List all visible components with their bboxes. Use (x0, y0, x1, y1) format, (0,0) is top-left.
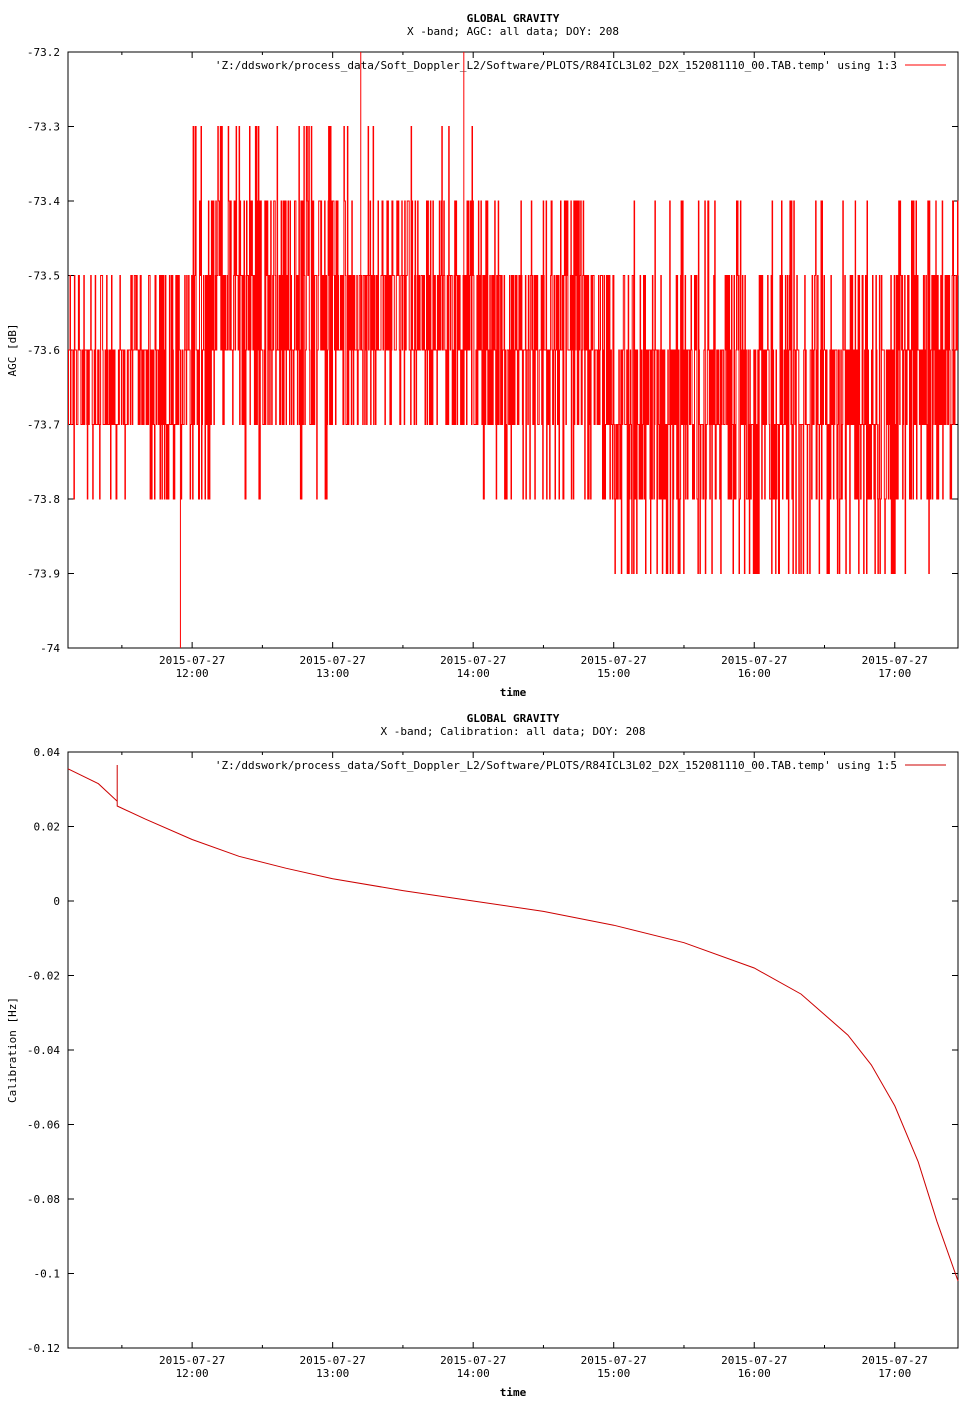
x-axis-label: time (500, 1386, 527, 1399)
y-tick-label: -73.2 (27, 46, 60, 59)
x-tick-date-label: 2015-07-27 (300, 654, 366, 667)
x-tick-time-label: 14:00 (457, 1367, 490, 1380)
series-line (67, 765, 959, 1282)
y-tick-label: -0.12 (27, 1342, 60, 1355)
chart-subtitle: X -band; Calibration: all data; DOY: 208 (381, 725, 646, 738)
x-tick-date-label: 2015-07-27 (581, 1354, 647, 1367)
x-tick-time-label: 17:00 (878, 1367, 911, 1380)
y-tick-label: -73.8 (27, 493, 60, 506)
y-tick-label: 0 (53, 895, 60, 908)
y-tick-label: -0.1 (34, 1268, 61, 1281)
y-tick-label: -0.02 (27, 970, 60, 983)
plot-frame (67, 751, 959, 1349)
x-tick-time-label: 14:00 (457, 667, 490, 680)
x-tick-time-label: 16:00 (738, 667, 771, 680)
x-tick-time-label: 15:00 (597, 667, 630, 680)
x-tick-time-label: 13:00 (316, 667, 349, 680)
y-tick-label: -0.06 (27, 1119, 60, 1132)
x-tick-date-label: 2015-07-27 (862, 1354, 928, 1367)
y-tick-label: -73.4 (27, 195, 60, 208)
chart-subtitle: X -band; AGC: all data; DOY: 208 (407, 25, 619, 38)
x-tick-time-label: 13:00 (316, 1367, 349, 1380)
x-tick-time-label: 12:00 (176, 667, 209, 680)
y-tick-label: -73.3 (27, 121, 60, 134)
y-tick-label: -0.04 (27, 1044, 60, 1057)
x-tick-date-label: 2015-07-27 (440, 654, 506, 667)
legend-label: 'Z:/ddswork/process_data/Soft_Doppler_L2… (215, 759, 897, 772)
y-tick-label: -73.9 (27, 568, 60, 581)
y-axis-label: AGC [dB] (6, 324, 19, 377)
chart-title: GLOBAL GRAVITY (467, 12, 560, 25)
y-axis-label: Calibration [Hz] (6, 997, 19, 1103)
y-tick-label: -74 (40, 642, 60, 655)
x-tick-time-label: 15:00 (597, 1367, 630, 1380)
y-tick-label: 0.02 (34, 821, 61, 834)
series-line (68, 126, 959, 574)
x-tick-date-label: 2015-07-27 (721, 1354, 787, 1367)
x-tick-date-label: 2015-07-27 (721, 654, 787, 667)
x-tick-date-label: 2015-07-27 (159, 654, 225, 667)
y-tick-label: -73.6 (27, 344, 60, 357)
x-tick-date-label: 2015-07-27 (159, 1354, 225, 1367)
legend-label: 'Z:/ddswork/process_data/Soft_Doppler_L2… (215, 59, 897, 72)
y-tick-label: -73.7 (27, 419, 60, 432)
x-tick-time-label: 17:00 (878, 667, 911, 680)
y-tick-label: -73.5 (27, 270, 60, 283)
chart-title: GLOBAL GRAVITY (467, 712, 560, 725)
x-tick-date-label: 2015-07-27 (440, 1354, 506, 1367)
y-tick-label: 0.04 (34, 746, 61, 759)
x-axis-label: time (500, 686, 527, 699)
x-tick-date-label: 2015-07-27 (300, 1354, 366, 1367)
x-tick-date-label: 2015-07-27 (862, 654, 928, 667)
x-tick-date-label: 2015-07-27 (581, 654, 647, 667)
x-tick-time-label: 12:00 (176, 1367, 209, 1380)
x-tick-time-label: 16:00 (738, 1367, 771, 1380)
y-tick-label: -0.08 (27, 1193, 60, 1206)
